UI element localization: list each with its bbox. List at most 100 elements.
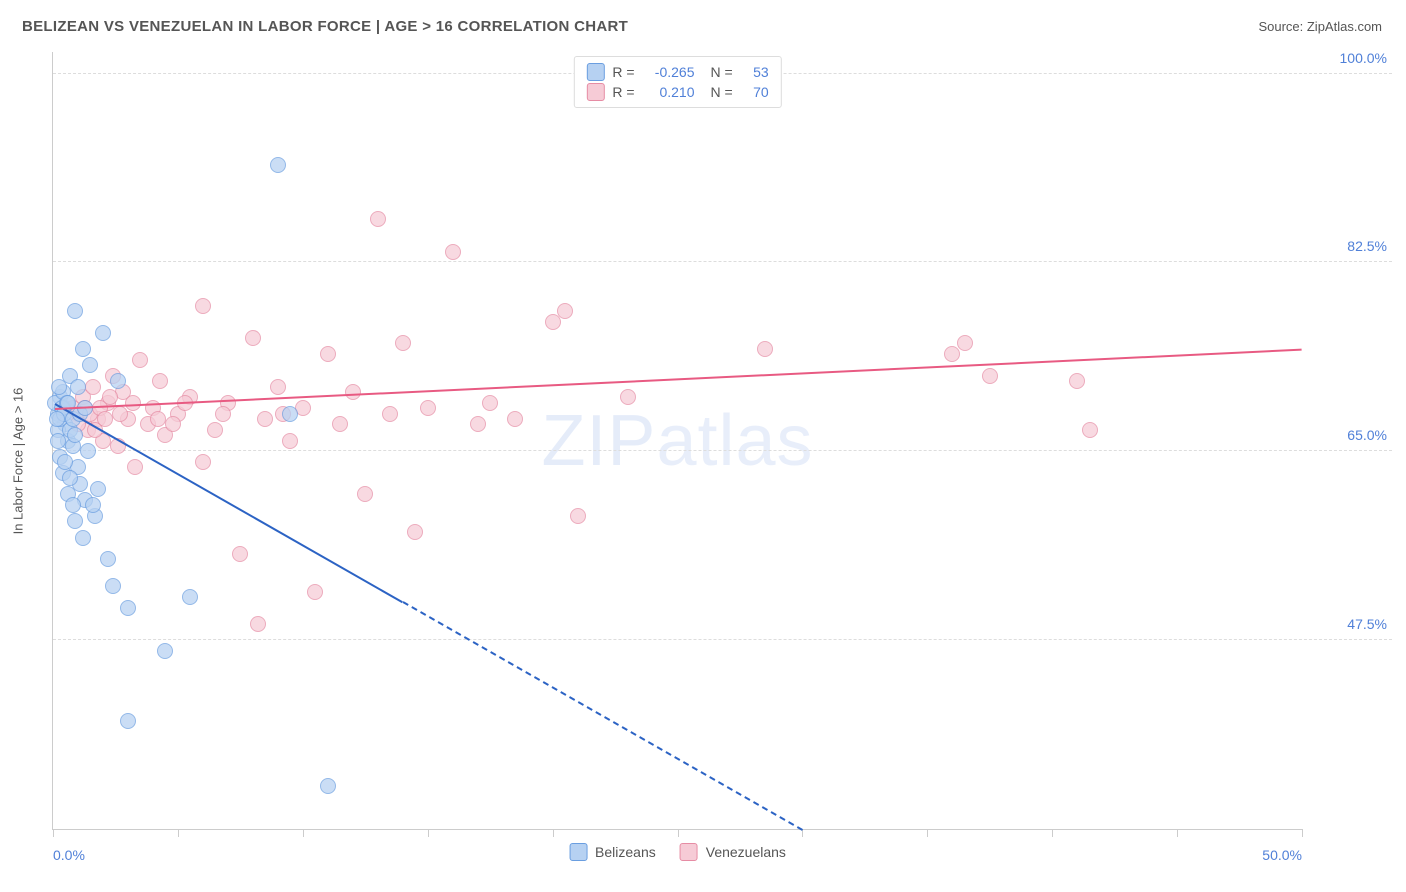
trend-line — [55, 349, 1302, 410]
data-point — [195, 298, 211, 314]
data-point — [85, 497, 101, 513]
x-tick — [927, 829, 928, 837]
data-point — [75, 341, 91, 357]
data-point — [127, 459, 143, 475]
data-point — [482, 395, 498, 411]
legend-swatch — [680, 843, 698, 861]
data-point — [757, 341, 773, 357]
data-point — [105, 578, 121, 594]
data-point — [620, 389, 636, 405]
data-point — [97, 411, 113, 427]
data-point — [152, 373, 168, 389]
x-tick — [178, 829, 179, 837]
legend-swatch — [586, 83, 604, 101]
stats-legend: R =-0.265 N =53 R =0.210 N =70 — [573, 56, 781, 108]
data-point — [132, 352, 148, 368]
data-point — [232, 546, 248, 562]
data-point — [120, 713, 136, 729]
data-point — [125, 395, 141, 411]
data-point — [62, 470, 78, 486]
data-point — [67, 513, 83, 529]
data-point — [370, 211, 386, 227]
data-point — [382, 406, 398, 422]
data-point — [85, 379, 101, 395]
data-point — [395, 335, 411, 351]
data-point — [245, 330, 261, 346]
data-point — [557, 303, 573, 319]
data-point — [282, 433, 298, 449]
x-tick — [303, 829, 304, 837]
source-attribution: Source: ZipAtlas.com — [1258, 19, 1382, 34]
legend-swatch — [586, 63, 604, 81]
data-point — [157, 643, 173, 659]
data-point — [982, 368, 998, 384]
data-point — [65, 497, 81, 513]
y-tick-label: 65.0% — [1347, 427, 1387, 443]
gridline — [53, 639, 1392, 640]
data-point — [1082, 422, 1098, 438]
data-point — [75, 530, 91, 546]
x-tick — [678, 829, 679, 837]
legend-item: Belizeans — [569, 843, 656, 861]
plot-area: ZIPatlas 47.5%65.0%82.5%100.0%0.0%50.0%R… — [52, 52, 1302, 830]
data-point — [1069, 373, 1085, 389]
trend-line — [402, 601, 803, 831]
data-point — [207, 422, 223, 438]
y-tick-label: 100.0% — [1340, 50, 1387, 66]
data-point — [320, 778, 336, 794]
chart-title: BELIZEAN VS VENEZUELAN IN LABOR FORCE | … — [22, 18, 628, 35]
stats-legend-row: R =-0.265 N =53 — [586, 63, 768, 81]
data-point — [345, 384, 361, 400]
x-tick — [1302, 829, 1303, 837]
data-point — [957, 335, 973, 351]
data-point — [407, 524, 423, 540]
legend-label: Belizeans — [595, 844, 656, 860]
chart-container: In Labor Force | Age > 16 ZIPatlas 47.5%… — [22, 52, 1392, 870]
data-point — [49, 411, 65, 427]
data-point — [67, 427, 83, 443]
watermark: ZIPatlas — [541, 400, 813, 482]
x-tick-label: 50.0% — [1262, 847, 1302, 863]
data-point — [95, 325, 111, 341]
data-point — [250, 616, 266, 632]
data-point — [507, 411, 523, 427]
data-point — [445, 244, 461, 260]
data-point — [270, 379, 286, 395]
gridline — [53, 450, 1392, 451]
data-point — [67, 303, 83, 319]
data-point — [150, 411, 166, 427]
data-point — [270, 157, 286, 173]
trend-line — [55, 403, 403, 603]
data-point — [257, 411, 273, 427]
data-point — [80, 443, 96, 459]
data-point — [57, 454, 73, 470]
data-point — [182, 589, 198, 605]
data-point — [102, 389, 118, 405]
stats-legend-row: R =0.210 N =70 — [586, 83, 768, 101]
gridline — [53, 261, 1392, 262]
x-tick — [53, 829, 54, 837]
x-tick — [428, 829, 429, 837]
data-point — [165, 416, 181, 432]
data-point — [307, 584, 323, 600]
data-point — [320, 346, 336, 362]
x-tick — [1177, 829, 1178, 837]
y-axis-title: In Labor Force | Age > 16 — [11, 388, 26, 535]
data-point — [51, 379, 67, 395]
data-point — [357, 486, 373, 502]
data-point — [70, 379, 86, 395]
x-tick — [1052, 829, 1053, 837]
data-point — [282, 406, 298, 422]
data-point — [420, 400, 436, 416]
data-point — [90, 481, 106, 497]
legend-swatch — [569, 843, 587, 861]
data-point — [570, 508, 586, 524]
data-point — [332, 416, 348, 432]
y-tick-label: 82.5% — [1347, 238, 1387, 254]
y-tick-label: 47.5% — [1347, 616, 1387, 632]
legend-item: Venezuelans — [680, 843, 786, 861]
x-tick — [553, 829, 554, 837]
series-legend: Belizeans Venezuelans — [569, 843, 786, 861]
data-point — [120, 600, 136, 616]
data-point — [215, 406, 231, 422]
